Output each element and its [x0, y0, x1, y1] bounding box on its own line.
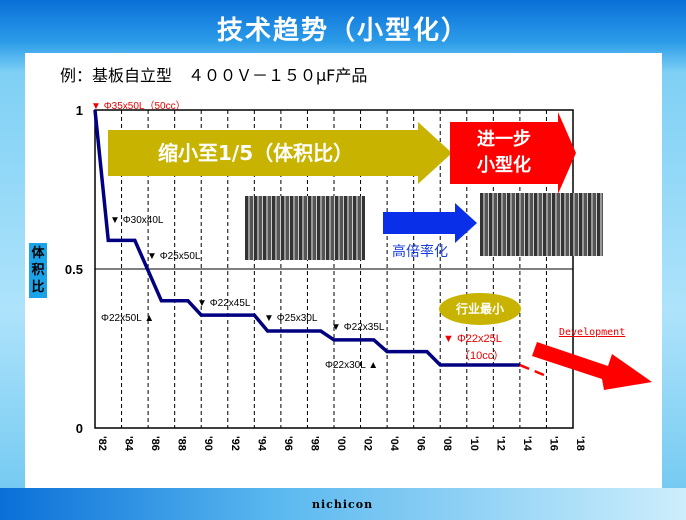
x-tick-label: '08 [441, 436, 453, 451]
x-tick-label: '84 [123, 436, 135, 452]
annotation: ▼ Φ22x35L [331, 322, 385, 333]
further-arrow-tip [558, 112, 576, 194]
x-tick-label: '14 [521, 436, 533, 452]
further-banner: 进一步 小型化 [450, 122, 558, 184]
footer-band [0, 488, 686, 520]
reduction-arrow-tip [418, 122, 452, 184]
annotation: Φ22x50L ▲ [101, 313, 155, 324]
y-tick-label: 0 [76, 421, 83, 436]
series-line [93, 109, 520, 367]
x-tick-label: '88 [176, 436, 188, 451]
annotation-first: ▼ Φ35x50L（50cc） [91, 101, 186, 112]
x-tick-label: '86 [149, 436, 161, 451]
nichicon-logo: nichicon [312, 498, 374, 511]
slide-title: 技术趋势（小型化） [216, 16, 469, 46]
y-axis-label-text: 体积比 [31, 246, 45, 295]
series-line [519, 363, 550, 379]
reduction-banner: 缩小至1/5（体积比） [108, 130, 418, 176]
annotation-last-volume: （10cc） [459, 350, 505, 362]
capacitor-photo-new [480, 193, 603, 256]
x-tick-label: '90 [202, 436, 214, 451]
capacitor-photo-old [245, 196, 365, 260]
industry-smallest-badge: 行业最小 [439, 293, 521, 325]
annotation-last: ▼ Φ22x25L [443, 333, 502, 345]
annotation: ▼ Φ25x30L [264, 313, 318, 324]
blue-arrow-body [383, 212, 455, 234]
annotation: ▼ Φ25x50L [147, 251, 201, 262]
further-line2: 小型化 [477, 155, 531, 176]
x-tick-label: '82 [96, 436, 108, 451]
x-tick-label: '96 [282, 436, 294, 451]
x-tick-label: '98 [308, 436, 320, 451]
y-axis-label: 体积比 [29, 243, 47, 298]
y-tick-label: 1 [76, 103, 83, 118]
development-label: Development [559, 327, 626, 338]
x-tick-label: '10 [468, 436, 480, 451]
x-tick-label: '02 [362, 436, 374, 451]
y-tick-label: 0.5 [65, 262, 83, 277]
x-tick-label: '00 [335, 436, 347, 451]
x-tick-label: '12 [494, 436, 506, 451]
x-tick-label: '94 [255, 436, 267, 452]
blue-arrow-tip [455, 203, 477, 243]
annotation: ▼ Φ30x40L [110, 215, 164, 226]
x-tick-label: '92 [229, 436, 241, 451]
annotation: Φ22x30L ▲ [325, 360, 379, 371]
x-tick-label: '16 [547, 436, 559, 451]
subtitle: 例：基板自立型 ４００Ｖ－１５０μF产品 [60, 66, 368, 85]
x-tick-label: '18 [574, 436, 586, 451]
annotation: ▼ Φ22x45L [197, 298, 251, 309]
x-tick-label: '04 [388, 436, 400, 452]
further-line1: 进一步 [477, 129, 531, 150]
x-tick-label: '06 [415, 436, 427, 451]
high-ratio-label: 高倍率化 [392, 244, 448, 260]
